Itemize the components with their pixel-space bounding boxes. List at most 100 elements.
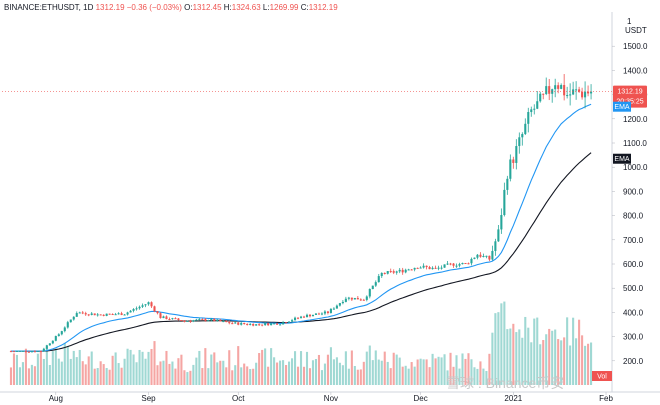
candle-body xyxy=(356,297,359,300)
volume-bar xyxy=(323,363,326,385)
legend-open: 1312.45 xyxy=(192,3,222,12)
volume-bar xyxy=(365,351,368,385)
candle-body xyxy=(311,314,315,317)
volume-bar xyxy=(78,349,81,385)
candle-body xyxy=(431,267,434,270)
candle-body xyxy=(81,312,84,314)
candle-body xyxy=(138,306,141,309)
volume-bar xyxy=(368,345,371,385)
ema-fast-line xyxy=(11,103,592,352)
candle-body xyxy=(314,313,318,315)
candle-body xyxy=(347,297,350,299)
candle-body xyxy=(341,301,344,304)
candle-body xyxy=(33,351,36,353)
candle-body xyxy=(296,317,300,319)
volume-bar xyxy=(237,346,240,385)
candle-body xyxy=(518,137,521,147)
candle-body xyxy=(332,308,335,310)
volume-bar xyxy=(413,366,416,385)
legend-change: −0.36 (−0.03%) xyxy=(126,3,182,12)
candle-body xyxy=(422,265,425,268)
candle-body xyxy=(419,267,422,269)
volume-bar xyxy=(36,353,39,385)
x-tick-label: Oct xyxy=(232,394,245,403)
volume-bar xyxy=(563,337,566,385)
candle-body xyxy=(195,319,198,321)
volume-bar xyxy=(455,355,458,385)
volume-bar xyxy=(509,328,512,385)
volume-bar xyxy=(533,318,536,385)
candle-body xyxy=(87,314,90,316)
candle-body xyxy=(267,323,270,326)
volume-bar xyxy=(353,366,356,385)
volume-bar xyxy=(195,357,198,385)
candle-body xyxy=(93,313,96,316)
volume-bar xyxy=(189,370,192,385)
volume-bar xyxy=(422,359,425,385)
volume-bar xyxy=(335,357,338,385)
volume-bar xyxy=(162,360,165,385)
volume-bar xyxy=(299,351,303,385)
volume-bar xyxy=(425,359,428,385)
volume-bar xyxy=(395,354,398,385)
volume-bar xyxy=(156,365,159,385)
volume-bar xyxy=(431,353,434,385)
volume-bar xyxy=(305,351,309,385)
x-tick-label: 2021 xyxy=(504,394,522,403)
candle-body xyxy=(323,311,326,314)
candle-body xyxy=(288,321,291,323)
volume-bar xyxy=(536,317,539,385)
candle-body xyxy=(539,93,542,102)
volume-bar xyxy=(171,361,174,385)
volume-bar xyxy=(216,362,219,385)
volume-bar xyxy=(482,368,485,385)
volume-bar xyxy=(9,367,13,385)
candle-body xyxy=(225,321,228,323)
volume-bar xyxy=(255,362,258,385)
candle-body xyxy=(413,267,416,270)
volume-bar xyxy=(404,365,407,385)
volume-bar xyxy=(551,330,554,385)
volume-bar xyxy=(491,332,494,385)
volume-bar xyxy=(326,354,329,385)
y-tick-label: 1100.0 xyxy=(623,139,647,148)
volume-bar xyxy=(27,368,30,385)
candle-body xyxy=(156,311,159,314)
candle-body xyxy=(282,322,285,325)
volume-bar xyxy=(302,366,306,385)
volume-bar xyxy=(75,357,78,385)
y-tick-label: 1000.0 xyxy=(623,163,648,172)
y-tick-label: 500.0 xyxy=(623,284,644,293)
volume-bar xyxy=(410,362,413,385)
ema-slow-badge xyxy=(613,153,631,164)
x-tick-label: Aug xyxy=(49,394,63,403)
volume-bar xyxy=(210,354,213,385)
candle-body xyxy=(581,91,584,98)
candle-body xyxy=(488,255,491,260)
candle-body xyxy=(506,178,509,190)
volume-bar xyxy=(554,329,557,385)
volume-bar xyxy=(267,366,270,385)
candle-body xyxy=(434,267,437,269)
volume-bar xyxy=(584,345,587,385)
volume-bar xyxy=(249,369,252,385)
volume-bar xyxy=(261,349,264,385)
candle-body xyxy=(404,269,407,273)
candle-body xyxy=(222,321,225,323)
candle-body xyxy=(210,318,213,321)
volume-bar xyxy=(108,369,111,385)
volume-bar xyxy=(539,344,542,385)
candle-body xyxy=(66,322,69,328)
volume-bar xyxy=(398,357,401,385)
volume-bar xyxy=(341,365,344,385)
symbol-label: BINANCE:ETHUSDT, 1D xyxy=(4,3,94,12)
candle-body xyxy=(75,313,78,317)
candle-body xyxy=(536,101,539,109)
volume-badge-label: Vol xyxy=(597,374,607,381)
volume-bar xyxy=(90,351,93,385)
scale-indicator: 1 xyxy=(627,17,632,26)
candle-body xyxy=(177,318,180,321)
candle-body xyxy=(476,254,479,258)
candle-body xyxy=(69,319,72,323)
